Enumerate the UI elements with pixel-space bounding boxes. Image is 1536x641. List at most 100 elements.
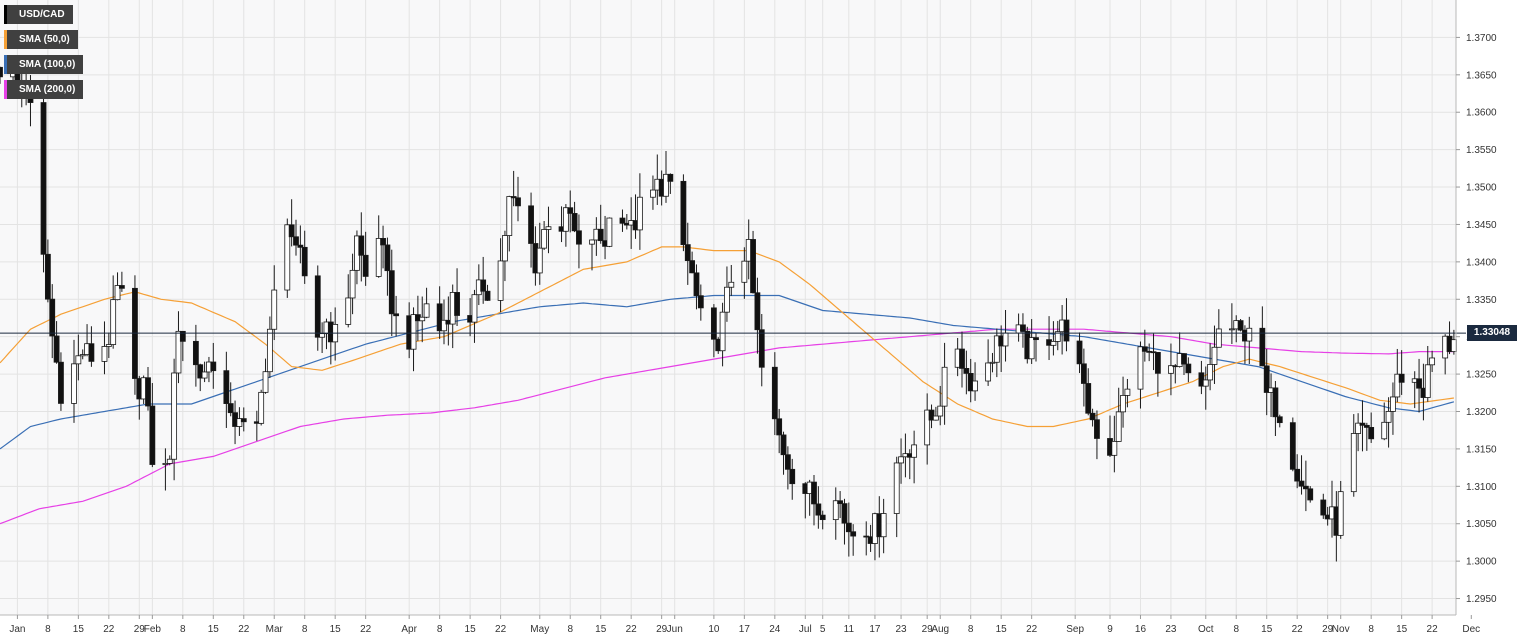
candle-body xyxy=(728,281,735,288)
candle xyxy=(985,339,992,386)
candle xyxy=(349,253,356,315)
candle xyxy=(1054,320,1061,351)
candle xyxy=(1211,325,1218,384)
candle xyxy=(393,295,400,337)
candle-body xyxy=(937,405,944,417)
candle xyxy=(1276,414,1283,428)
candle xyxy=(58,352,64,411)
candle-body xyxy=(784,454,791,470)
y-tick-label: 1.3000 xyxy=(1466,557,1497,568)
candle-body xyxy=(258,391,265,424)
candle-body xyxy=(1085,383,1092,414)
candle-body xyxy=(780,434,787,456)
candle xyxy=(567,190,574,233)
candle xyxy=(789,458,796,500)
candle-body xyxy=(1368,427,1375,440)
candle xyxy=(663,150,669,203)
candle-body xyxy=(293,236,299,246)
candle xyxy=(1394,348,1401,403)
candle-body xyxy=(1054,331,1061,342)
candle xyxy=(284,218,291,298)
x-tick-label: 15 xyxy=(465,624,477,635)
candle xyxy=(1050,321,1057,356)
candle xyxy=(758,314,765,387)
legend-item-sma-100[interactable]: SMA (100,0) xyxy=(4,55,84,74)
candle-body xyxy=(1115,411,1122,442)
candle xyxy=(710,304,717,358)
candle xyxy=(258,389,265,426)
candle xyxy=(1363,422,1370,451)
x-tick-label: 17 xyxy=(869,624,881,635)
candle-body xyxy=(850,531,857,537)
candle xyxy=(850,524,857,556)
x-tick-label: 22 xyxy=(360,624,372,635)
candle xyxy=(784,446,791,490)
candle-body xyxy=(454,292,460,316)
candle xyxy=(145,366,151,411)
x-tick-label: 29 xyxy=(134,624,146,635)
candle xyxy=(362,231,369,286)
candle-body xyxy=(719,311,726,352)
candle xyxy=(297,225,304,264)
candle-body xyxy=(789,468,796,485)
candle xyxy=(1202,366,1209,410)
candle xyxy=(49,284,56,359)
candle xyxy=(40,87,47,273)
candle xyxy=(1263,349,1270,416)
candle-body xyxy=(201,371,208,379)
candle xyxy=(1137,341,1144,409)
candle-body xyxy=(893,462,900,514)
legend-item-usdcad[interactable]: USD/CAD xyxy=(4,5,73,24)
legend-item-sma-200[interactable]: SMA (200,0) xyxy=(4,80,84,99)
candle xyxy=(384,237,391,296)
candle-body xyxy=(536,247,543,274)
candle xyxy=(240,407,247,432)
candle xyxy=(79,349,86,360)
candle-body xyxy=(680,180,687,246)
candle xyxy=(680,174,687,252)
candle xyxy=(1141,329,1148,362)
candle xyxy=(1020,313,1026,348)
candle xyxy=(53,321,60,364)
grid xyxy=(0,0,1456,615)
candle xyxy=(636,173,643,250)
candle-body xyxy=(576,230,582,245)
candle xyxy=(510,170,517,207)
candle-body xyxy=(118,285,125,289)
legend-item-sma-50[interactable]: SMA (50,0) xyxy=(4,30,78,49)
candle xyxy=(963,350,970,395)
candle-body xyxy=(497,260,504,301)
candle-body xyxy=(693,272,700,297)
x-tick-label: 22 xyxy=(103,624,115,635)
candle-body xyxy=(750,239,756,294)
candle-body xyxy=(528,205,534,244)
candle-body xyxy=(1272,387,1279,418)
candle-body xyxy=(197,364,204,379)
y-tick-label: 1.3100 xyxy=(1466,482,1497,493)
candle xyxy=(911,430,918,484)
candle-body xyxy=(441,319,447,332)
candle xyxy=(101,321,108,375)
candle-body xyxy=(815,503,822,516)
candle xyxy=(1294,454,1301,489)
candle xyxy=(1085,368,1092,416)
candle-body xyxy=(1302,485,1309,490)
candle xyxy=(1237,318,1244,332)
candle xyxy=(1063,298,1070,352)
candle xyxy=(262,358,269,394)
x-tick-label: 15 xyxy=(73,624,85,635)
y-tick-label: 1.3150 xyxy=(1466,444,1497,455)
candle xyxy=(227,382,234,417)
candle xyxy=(1424,345,1431,402)
x-tick-label: 9 xyxy=(1107,624,1113,635)
candle-body xyxy=(223,370,230,404)
candle-body xyxy=(841,503,848,524)
candle xyxy=(149,383,156,468)
candle-body xyxy=(423,303,430,318)
candle-body xyxy=(175,330,182,374)
candle-body xyxy=(271,289,278,330)
candle-body xyxy=(410,314,417,350)
candle xyxy=(771,352,778,436)
candle xyxy=(1185,357,1192,383)
